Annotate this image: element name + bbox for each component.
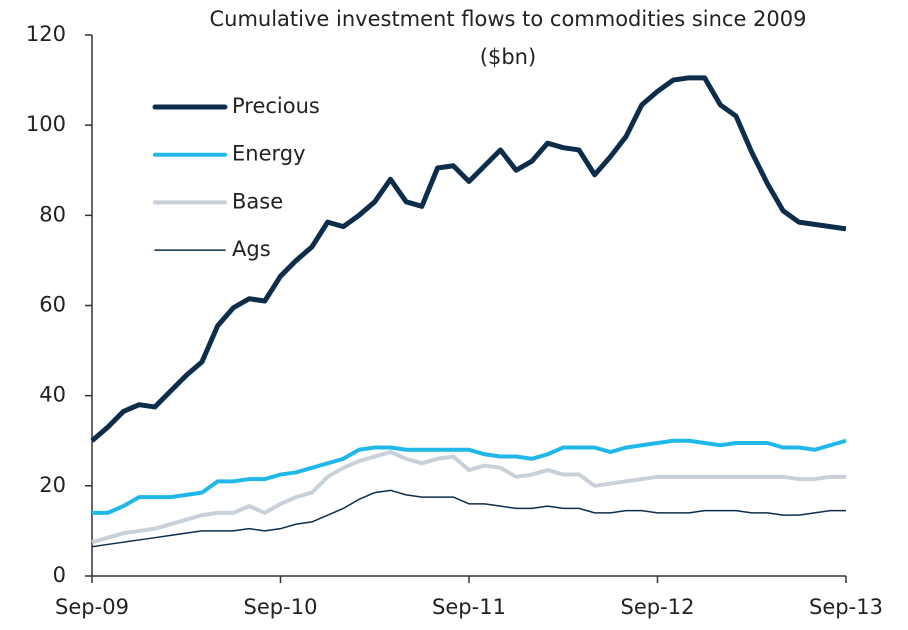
y-tick-label: 80 bbox=[39, 202, 66, 226]
x-tick-label: Sep-11 bbox=[432, 595, 506, 619]
legend-label: Precious bbox=[232, 94, 320, 118]
y-tick-label: 120 bbox=[26, 22, 66, 46]
x-tick-label: Sep-09 bbox=[55, 595, 129, 619]
legend-label: Ags bbox=[232, 237, 271, 261]
y-tick-label: 0 bbox=[53, 563, 66, 587]
series-line bbox=[92, 438, 847, 515]
x-tick-label: Sep-10 bbox=[244, 595, 318, 619]
legend-label: Energy bbox=[232, 142, 306, 166]
y-tick-label: 60 bbox=[39, 293, 66, 317]
chart-title: Cumulative investment flows to commoditi… bbox=[209, 7, 806, 31]
legend-label: Base bbox=[232, 189, 283, 213]
series-line bbox=[90, 75, 847, 443]
chart-title: ($bn) bbox=[480, 45, 536, 69]
x-tick-label: Sep-13 bbox=[809, 595, 883, 619]
series-line bbox=[91, 450, 846, 545]
series-line bbox=[91, 489, 846, 548]
y-tick-label: 20 bbox=[39, 473, 66, 497]
y-tick-label: 100 bbox=[26, 112, 66, 136]
y-tick-label: 40 bbox=[39, 383, 66, 407]
x-tick-label: Sep-12 bbox=[621, 595, 695, 619]
